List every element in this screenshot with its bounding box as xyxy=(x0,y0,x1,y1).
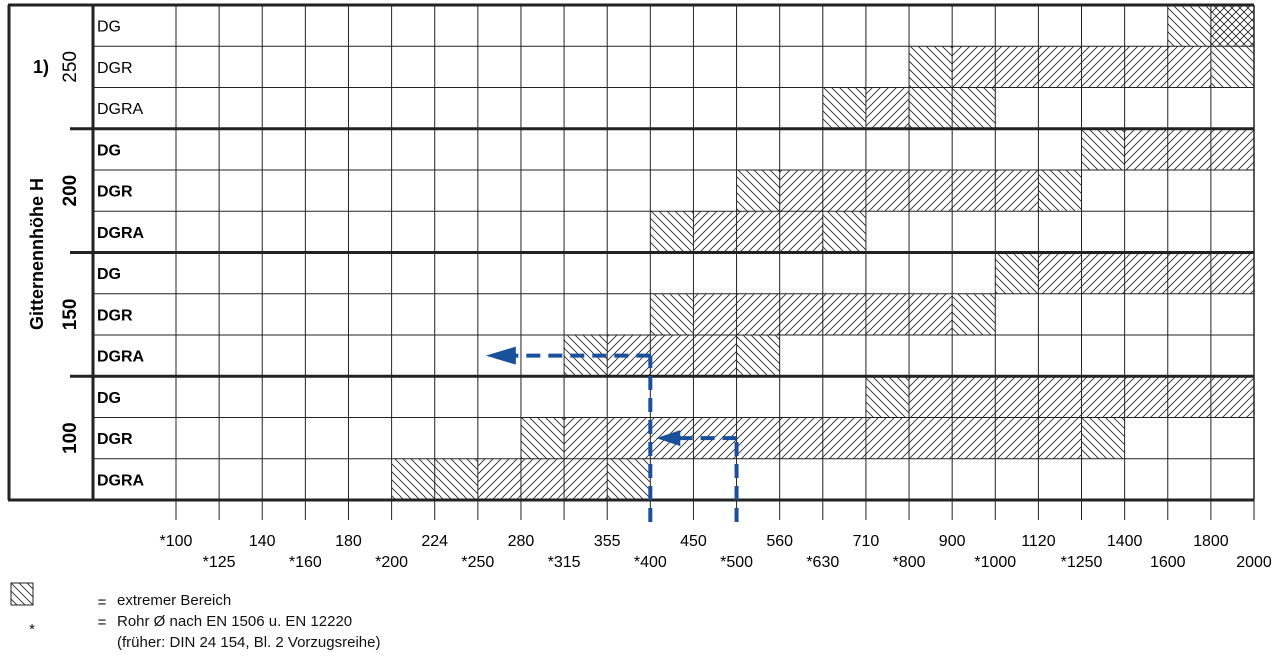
x-tick-labels: *100 *125 140 *160 180 *200 224 *250 280 *315 355 *… xyxy=(160,533,1272,571)
x-tick-label: *125 xyxy=(203,554,236,571)
extreme-cell xyxy=(520,417,565,459)
x-tick-label: 900 xyxy=(939,533,966,550)
legend-eq-2: = xyxy=(97,614,107,631)
chart: 250 1) DG DGR DGRA 200 DG DGR DGRA 150 DG DGR DGRA 10… xyxy=(7,3,1272,571)
extreme-cell xyxy=(607,458,651,500)
x-tick-label: *630 xyxy=(806,554,839,571)
row-type-label: DGRA xyxy=(97,472,145,489)
range-cell xyxy=(693,211,823,253)
extreme-cell xyxy=(865,376,910,418)
extreme-cell xyxy=(909,46,953,88)
row-type-label: DGR xyxy=(97,431,133,448)
group-height-label: 100 xyxy=(60,422,81,454)
extreme-cell xyxy=(822,87,866,129)
x-tick-label: 1120 xyxy=(1021,533,1056,550)
x-tick-label: *800 xyxy=(893,554,926,571)
extreme-range-legend-icon xyxy=(10,582,34,606)
row-type-label: DG xyxy=(97,19,121,36)
group-height-label: 200 xyxy=(60,175,81,207)
row-type-label: DG xyxy=(97,390,121,407)
row-type-label: DGR xyxy=(97,184,133,201)
row-type-label: DGR xyxy=(97,307,133,324)
x-tick-label: 1400 xyxy=(1107,533,1143,550)
example-arrows xyxy=(485,346,739,522)
x-tick-label: *500 xyxy=(720,554,753,571)
extreme-cell xyxy=(650,211,694,253)
x-tick-label: 1800 xyxy=(1193,533,1229,550)
range-cell xyxy=(865,87,910,129)
extreme-cell xyxy=(1081,417,1125,459)
range-cell xyxy=(607,335,737,377)
x-tick-label: 710 xyxy=(853,533,880,550)
x-tick-label: *1000 xyxy=(974,554,1016,571)
extreme-cell xyxy=(1210,46,1254,88)
x-tick-label: 224 xyxy=(421,533,448,550)
x-tick-label: *160 xyxy=(289,554,322,571)
extreme-cell xyxy=(736,170,780,212)
x-tick-label: 280 xyxy=(508,533,535,550)
x-tick-label: *250 xyxy=(461,554,494,571)
range-cell xyxy=(1038,252,1254,294)
x-tick-label: 2000 xyxy=(1236,554,1272,571)
row-type-label: DG xyxy=(97,266,121,283)
extreme-cell xyxy=(1081,128,1125,170)
row-type-label: DGRA xyxy=(97,349,145,366)
legend-asterisk-text: Rohr Ø nach EN 1506 u. EN 12220 xyxy=(117,613,353,630)
row-type-label: DGRA xyxy=(97,225,145,242)
arrowhead-400 xyxy=(656,430,681,447)
extreme-cell xyxy=(1038,170,1082,212)
extreme-cell xyxy=(650,293,694,335)
x-tick-label: *100 xyxy=(160,533,193,550)
x-tick-label: 450 xyxy=(680,533,707,550)
extreme-cell xyxy=(1210,5,1254,47)
row-type-label: DG xyxy=(97,142,121,159)
y-axis-label: Gitternennhöhe H xyxy=(27,178,47,330)
x-tick-label: 560 xyxy=(766,533,793,550)
x-tick-label: *200 xyxy=(375,554,408,571)
arrowhead-250 xyxy=(485,346,516,365)
row-type-label: DGRA xyxy=(97,101,144,118)
legend-extreme-text: extremer Bereich xyxy=(117,592,232,609)
legend: = extremer Bereich * = Rohr Ø nach EN 15… xyxy=(0,580,700,665)
x-tick-label: *400 xyxy=(634,554,667,571)
extreme-cell xyxy=(822,211,866,253)
legend-asterisk: * xyxy=(29,621,35,638)
x-tick-label: 355 xyxy=(594,533,621,550)
extreme-cell xyxy=(1167,5,1211,47)
footnote-marker: 1) xyxy=(33,57,49,77)
row-labels: 250 1) DG DGR DGRA 200 DG DGR DGRA 150 DG DGR DGRA 10… xyxy=(33,19,145,490)
row-type-label: DGR xyxy=(97,60,133,77)
range-cell xyxy=(477,458,608,500)
group-height-label: 250 xyxy=(60,51,81,83)
x-tick-label: 1600 xyxy=(1150,554,1186,571)
x-tick-label: *315 xyxy=(548,554,581,571)
range-cell xyxy=(1124,128,1254,170)
x-tick-label: 140 xyxy=(249,533,276,550)
extreme-cell xyxy=(736,335,780,377)
extreme-cell xyxy=(952,293,996,335)
x-tick-label: 180 xyxy=(335,533,362,550)
legend-eq-1: = xyxy=(97,594,107,611)
group-height-label: 150 xyxy=(60,299,81,331)
grid-lines xyxy=(7,3,1255,520)
x-tick-label: *1250 xyxy=(1061,554,1103,571)
legend-note-text: (früher: DIN 24 154, Bl. 2 Vorzugsreihe) xyxy=(117,634,381,651)
extreme-cell xyxy=(995,252,1039,294)
